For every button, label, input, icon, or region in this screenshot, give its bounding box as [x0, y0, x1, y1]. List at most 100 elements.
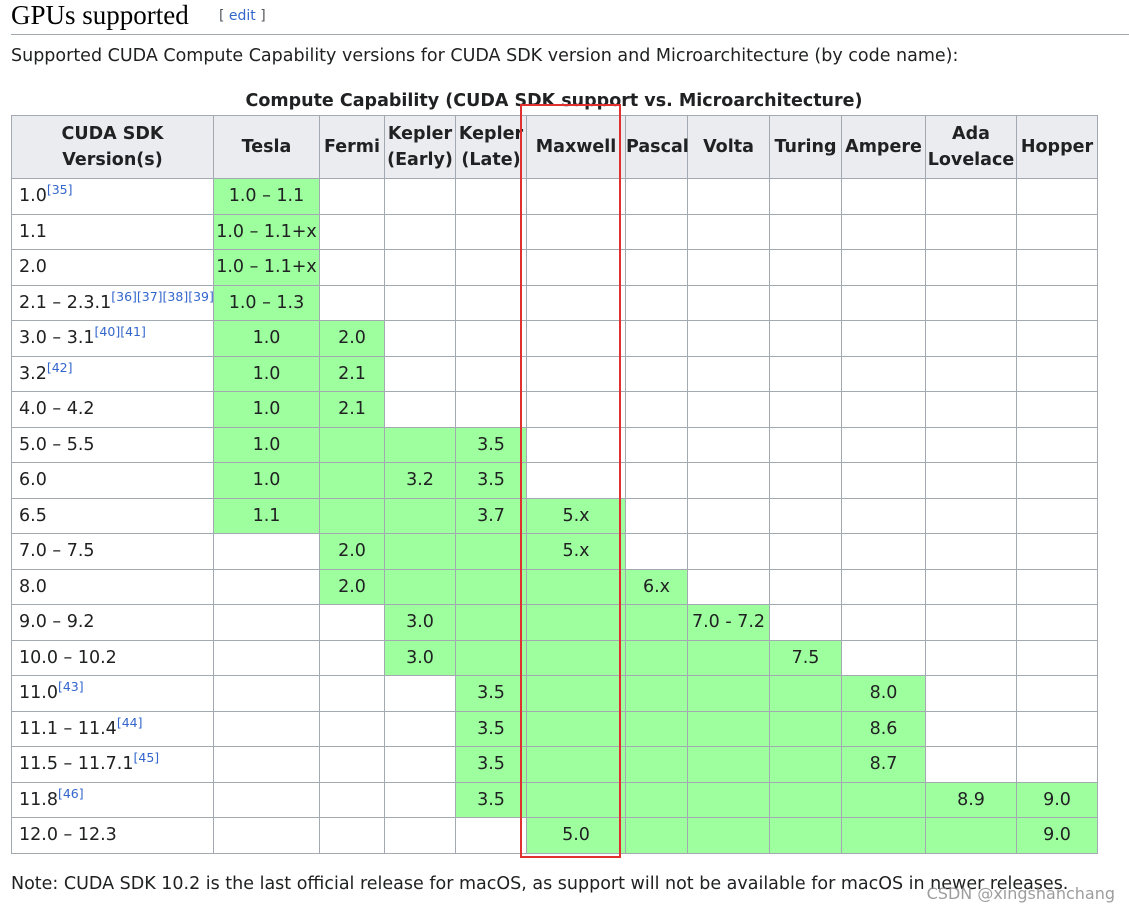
cc-cell-maxwell — [526, 391, 626, 428]
cc-cell-maxwell — [526, 675, 626, 712]
header-turing: Turing — [769, 115, 842, 179]
cc-cell-turing — [769, 533, 842, 570]
cc-cell-kepler-early — [384, 675, 456, 712]
edit-link[interactable]: edit — [228, 8, 256, 24]
intro-text: Supported CUDA Compute Capability versio… — [11, 46, 959, 66]
cc-cell-ada-lovelace — [925, 675, 1017, 712]
cc-cell-kepler-early — [384, 781, 456, 818]
sdk-version-cell: 7.0 – 7.5 — [11, 533, 214, 570]
header-maxwell: Maxwell — [526, 115, 626, 179]
cc-cell-ampere — [841, 178, 926, 215]
cc-cell-hopper — [1016, 355, 1098, 392]
cc-cell-kepler-early — [384, 284, 456, 321]
reference-link[interactable]: [42] — [46, 359, 73, 375]
cc-cell-hopper: 9.0 — [1016, 817, 1098, 854]
cc-cell-pascal — [625, 462, 688, 499]
cc-cell-tesla — [213, 746, 320, 783]
sdk-version-cell: 6.0 — [11, 462, 214, 499]
cc-cell-hopper — [1016, 391, 1098, 428]
cc-cell-volta — [687, 320, 770, 357]
sdk-version-text: 11.5 – 11.7.1 — [19, 754, 134, 775]
cc-cell-ada-lovelace — [925, 639, 1017, 676]
cc-cell-ada-lovelace — [925, 426, 1017, 463]
cc-cell-turing — [769, 391, 842, 428]
cc-cell-kepler-late — [455, 320, 527, 357]
cc-cell-fermi — [319, 213, 385, 250]
cc-cell-ampere: 8.0 — [841, 675, 926, 712]
cc-cell-ampere — [841, 320, 926, 357]
header-line: CUDA SDK — [61, 124, 164, 144]
header-cuda-sdk-version: CUDA SDK Version(s) — [11, 115, 214, 179]
cc-cell-fermi — [319, 249, 385, 286]
cc-cell-ada-lovelace — [925, 604, 1017, 641]
sdk-version-text: 2.0 — [19, 257, 47, 278]
cc-cell-ada-lovelace — [925, 355, 1017, 392]
table-row: 1.1 1.0 – 1.1+x — [11, 213, 1098, 250]
reference-link[interactable]: [35] — [46, 182, 73, 198]
cc-cell-turing — [769, 746, 842, 783]
table-row: 3.0 – 3.1[40][41] 1.0 2.0 — [11, 320, 1098, 357]
sdk-version-text: 2.1 – 2.3.1 — [19, 292, 112, 313]
sdk-version-cell: 1.1 — [11, 213, 214, 250]
compute-capability-table: CUDA SDK Version(s) Tesla Fermi Kepler (Early… — [11, 115, 1098, 854]
cc-cell-turing — [769, 355, 842, 392]
reference-link[interactable]: [40][41] — [94, 324, 146, 340]
cc-cell-turing — [769, 320, 842, 357]
edit-bracket-open: [ — [219, 8, 229, 24]
sdk-version-cell: 12.0 – 12.3 — [11, 817, 214, 854]
cc-cell-pascal — [625, 391, 688, 428]
cc-cell-volta — [687, 817, 770, 854]
cc-cell-ada-lovelace — [925, 746, 1017, 783]
cc-cell-fermi — [319, 462, 385, 499]
header-kepler-early: Kepler (Early) — [384, 115, 456, 179]
table-row: 3.2[42] 1.0 2.1 — [11, 355, 1098, 392]
sdk-version-cell: 2.0 — [11, 249, 214, 286]
cc-cell-volta — [687, 781, 770, 818]
cc-cell-ampere — [841, 497, 926, 534]
cc-cell-ada-lovelace — [925, 568, 1017, 605]
header-line: Lovelace — [927, 150, 1015, 170]
reference-link[interactable]: [45] — [133, 750, 160, 766]
sdk-version-text: 11.8 — [19, 789, 58, 810]
cc-cell-fermi — [319, 178, 385, 215]
cc-cell-tesla: 1.0 – 1.1 — [213, 178, 320, 215]
reference-link[interactable]: [46] — [57, 785, 84, 801]
cc-cell-ada-lovelace — [925, 178, 1017, 215]
sdk-version-text: 8.0 — [19, 576, 47, 597]
cc-cell-ampere — [841, 568, 926, 605]
cc-cell-pascal — [625, 284, 688, 321]
cc-cell-maxwell — [526, 320, 626, 357]
reference-link[interactable]: [36][37][38][39] — [111, 288, 214, 304]
cc-cell-tesla: 1.0 – 1.1+x — [213, 213, 320, 250]
cc-cell-pascal — [625, 604, 688, 641]
cc-cell-hopper — [1016, 639, 1098, 676]
cc-cell-hopper — [1016, 746, 1098, 783]
cc-cell-hopper — [1016, 710, 1098, 747]
reference-link[interactable]: [43] — [57, 679, 84, 695]
cc-cell-maxwell — [526, 568, 626, 605]
header-line: (Early) — [387, 150, 453, 170]
header-line: Tesla — [241, 137, 292, 157]
cc-cell-ampere — [841, 355, 926, 392]
header-volta: Volta — [687, 115, 770, 179]
sdk-version-text: 4.0 – 4.2 — [19, 399, 95, 420]
sdk-version-cell: 10.0 – 10.2 — [11, 639, 214, 676]
cc-cell-pascal — [625, 817, 688, 854]
reference-link[interactable]: [44] — [116, 714, 143, 730]
watermark: CSDN @xingshanchang — [926, 884, 1115, 903]
cc-cell-kepler-early — [384, 178, 456, 215]
cc-cell-fermi: 2.0 — [319, 320, 385, 357]
cc-cell-kepler-late: 3.5 — [455, 781, 527, 818]
table-row: 11.8[46] 3.5 8.9 9.0 — [11, 781, 1098, 818]
table-caption: Compute Capability (CUDA SDK support vs.… — [245, 91, 863, 111]
cc-cell-tesla: 1.0 — [213, 355, 320, 392]
cc-cell-kepler-early: 3.0 — [384, 639, 456, 676]
cc-cell-ampere — [841, 213, 926, 250]
sdk-version-cell: 9.0 – 9.2 — [11, 604, 214, 641]
cc-cell-turing — [769, 817, 842, 854]
table-row: 7.0 – 7.5 2.0 5.x — [11, 533, 1098, 570]
cc-cell-hopper — [1016, 213, 1098, 250]
header-ada-lovelace: Ada Lovelace — [925, 115, 1017, 179]
cc-cell-ada-lovelace — [925, 533, 1017, 570]
cc-cell-maxwell — [526, 639, 626, 676]
